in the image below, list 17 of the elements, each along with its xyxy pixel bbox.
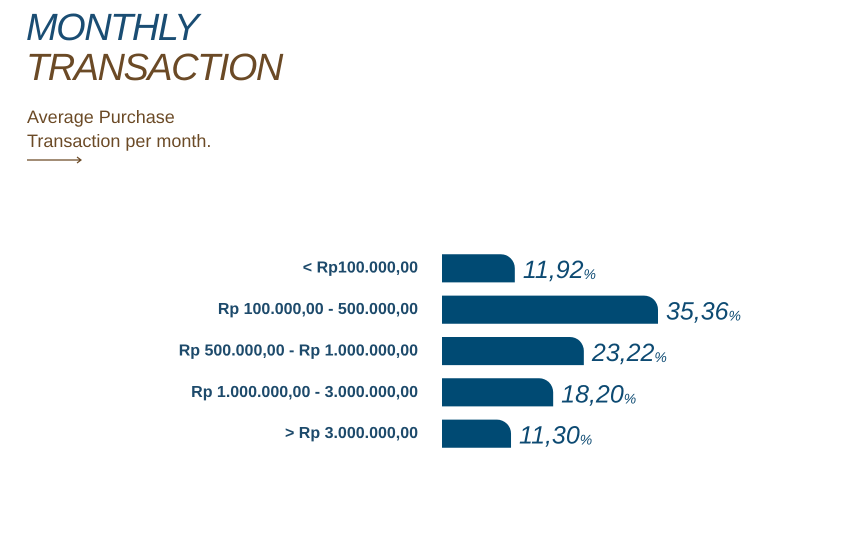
y-tick-label: > Rp 3.000.000,00	[285, 425, 418, 442]
chart-title: MONTHLY TRANSACTION	[26, 7, 282, 89]
y-tick-label: Rp 500.000,00 - Rp 1.000.000,00	[178, 342, 418, 360]
data-label: 11,92%	[522, 256, 596, 284]
y-tick-label: Rp 100.000,00 - 500.000,00	[218, 301, 418, 318]
data-label: 11,30%	[519, 422, 592, 450]
bar	[442, 336, 584, 366]
bar	[442, 296, 658, 324]
y-tick-label: Rp 1.000.000,00 - 3.000.000,00	[191, 384, 418, 401]
bar	[442, 378, 554, 406]
text: Average Purchase Transaction per month.	[27, 106, 212, 153]
bar	[442, 254, 515, 282]
data-label: 18,20%	[561, 380, 636, 408]
y-tick-label: < Rp100.000,00	[302, 260, 418, 277]
data-label: 23,22%	[590, 338, 667, 367]
data-label: 35,36%	[666, 298, 742, 326]
bar	[442, 420, 512, 448]
